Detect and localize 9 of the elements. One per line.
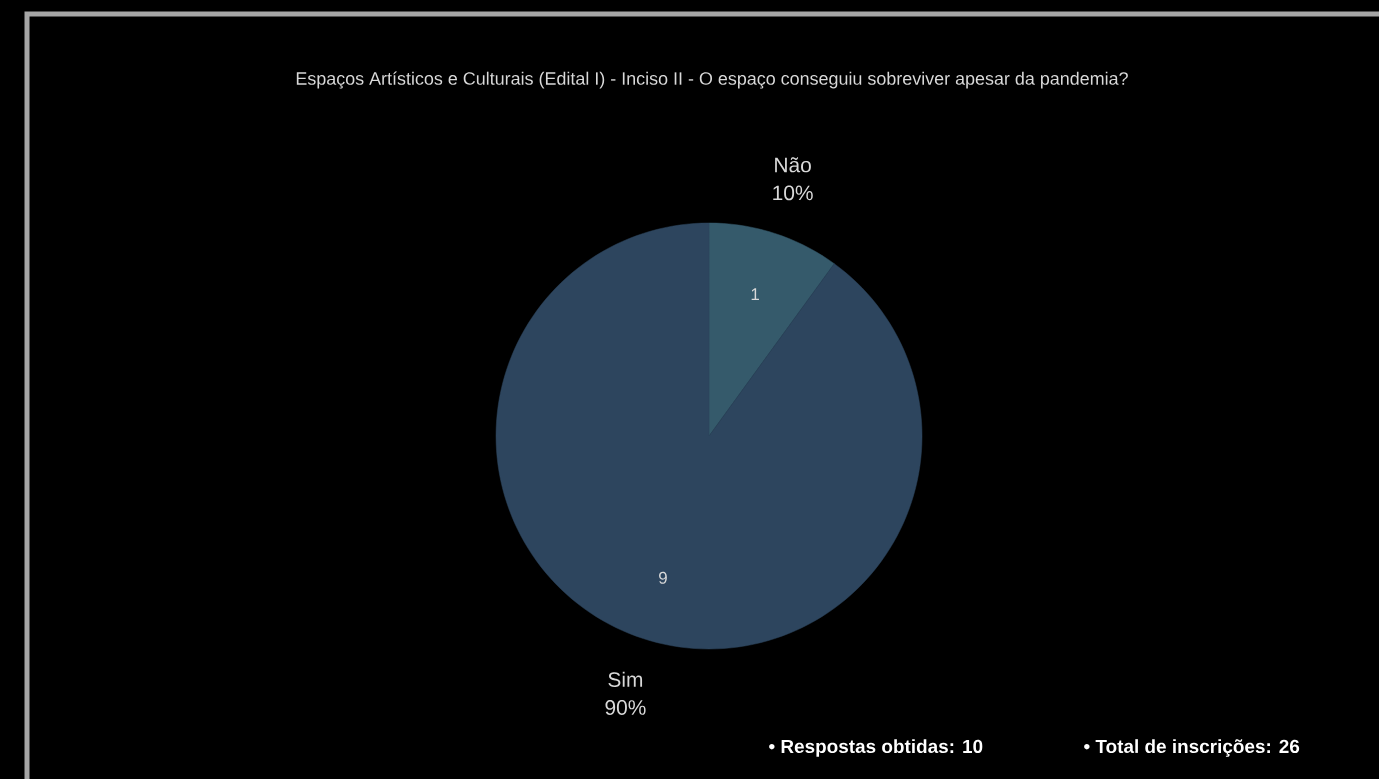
slice-label: Não <box>775 157 811 173</box>
slice-label: Sim <box>608 671 643 687</box>
text: • Respostas obtidas: 10 <box>769 739 983 757</box>
text: • Total de inscrições: 26 <box>1084 739 1300 757</box>
data-label: 10% <box>773 185 813 201</box>
text: 1 <box>751 288 759 301</box>
text: 9 <box>659 571 667 584</box>
data-label: 90% <box>605 700 646 715</box>
chart-title: Espaços Artísticos e Culturais (Edital I) - Inciso II - O espaço conseguiu sobreviver apesar da pandemia? <box>296 71 1128 89</box>
